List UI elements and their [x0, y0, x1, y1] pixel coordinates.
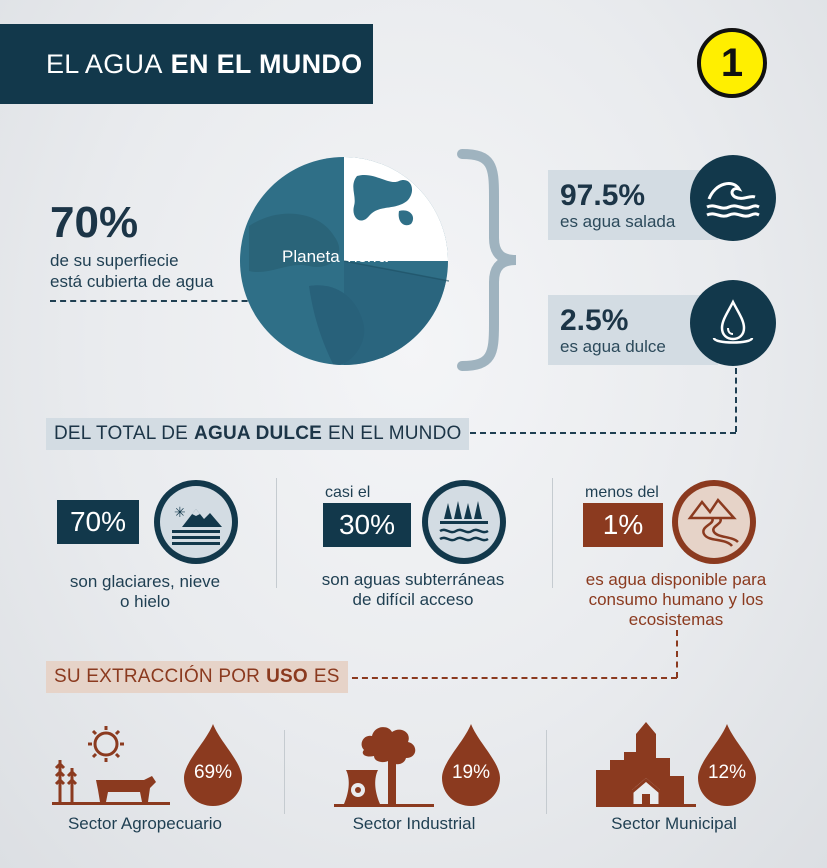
industrial-pct: 19%	[451, 762, 491, 783]
earth-text-line2: está cubierta de agua	[50, 272, 214, 291]
section2-post: ES	[313, 666, 340, 687]
section-extraction-title: SU EXTRACCIÓN POR USO ES	[46, 661, 348, 693]
glacier-pct: 70%	[57, 500, 139, 544]
underground-pct: 30%	[323, 503, 411, 547]
svg-text:✳: ✳	[174, 505, 186, 521]
municipal-label: Sector Municipal	[611, 814, 737, 833]
waves-icon	[690, 155, 776, 241]
underground-desc: son aguas subterráneas de difícil acceso	[300, 570, 526, 610]
planet-label: Planeta Tierra	[282, 247, 388, 266]
municipal-drop: 12%	[694, 722, 760, 808]
underground-desc-line1: son aguas subterráneas	[321, 570, 505, 589]
earth-coverage-pct: 70%	[50, 198, 139, 247]
farm-icon	[52, 726, 170, 805]
fresh-water-label: es agua dulce	[560, 336, 666, 356]
divider	[284, 730, 285, 814]
agro-drop: 69%	[180, 722, 246, 808]
river-mountain-icon	[672, 480, 756, 564]
page-header: EL AGUA EN EL MUNDO	[0, 24, 373, 104]
available-desc: es agua disponible para consumo humano y…	[566, 570, 786, 630]
curly-brace	[457, 149, 517, 371]
underground-prefix: casi el	[325, 484, 371, 501]
header-title-light: EL AGUA	[46, 48, 163, 79]
glacier-desc-line1: son glaciares, nieve	[69, 572, 221, 591]
connector-horizontal	[470, 432, 736, 434]
glacier-desc-line2: o hielo	[119, 592, 171, 611]
available-desc-line2: consumo humano y los	[588, 590, 764, 609]
salt-water-label: es agua salada	[560, 211, 676, 231]
factory-icon	[334, 727, 434, 807]
connector2-horizontal	[342, 677, 677, 679]
available-desc-line3: ecosistemas	[628, 610, 724, 629]
glacier-desc: son glaciares, nieve o hielo	[40, 572, 250, 612]
divider	[552, 478, 553, 588]
city-icon	[596, 722, 696, 807]
earth-globe-icon	[240, 157, 449, 365]
divider	[546, 730, 547, 814]
agro-pct: 69%	[193, 762, 233, 783]
agro-label: Sector Agropecuario	[67, 814, 223, 833]
available-prefix: menos del	[585, 484, 659, 501]
section1-post: EN EL MUNDO	[328, 423, 462, 444]
salt-water-box: 97.5% es agua salada	[548, 170, 718, 240]
glacier-icon: ✳	[154, 480, 238, 564]
salt-water-pct: 97.5%	[560, 178, 646, 212]
section1-pre: DEL TOTAL DE	[54, 423, 189, 444]
available-desc-line1: es agua disponible para	[585, 570, 767, 589]
fresh-water-box: 2.5% es agua dulce	[548, 295, 718, 365]
municipal-pct: 12%	[707, 762, 747, 783]
header-title-bold: EN EL MUNDO	[170, 48, 363, 79]
fresh-water-pct: 2.5%	[560, 303, 629, 337]
available-pct: 1%	[583, 503, 663, 547]
section-freshwater-title: DEL TOTAL DE AGUA DULCE EN EL MUNDO	[46, 418, 470, 450]
underground-water-icon	[422, 480, 506, 564]
earth-coverage-text: de su superfiecie está cubierta de agua	[50, 250, 214, 292]
industrial-drop: 19%	[438, 722, 504, 808]
page-number-badge: 1	[697, 28, 767, 98]
connector2-vertical	[676, 630, 678, 678]
divider	[276, 478, 277, 588]
water-drop-icon	[690, 280, 776, 366]
section2-pre: SU EXTRACCIÓN POR	[54, 666, 261, 687]
underground-desc-line2: de difícil acceso	[352, 590, 474, 609]
connector-vertical	[735, 368, 737, 432]
industrial-label: Sector Industrial	[352, 814, 476, 833]
section2-bold: USO	[266, 666, 308, 687]
earth-text-line1: de su superfiecie	[50, 251, 179, 270]
section1-bold: AGUA DULCE	[194, 423, 323, 444]
earth-dashed-line	[50, 300, 298, 302]
